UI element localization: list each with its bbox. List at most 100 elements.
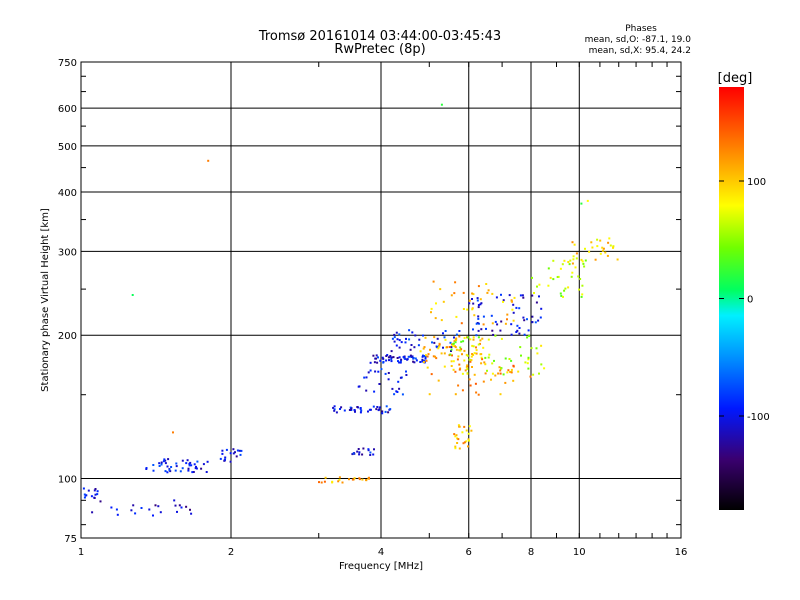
- echo-point: [414, 334, 417, 337]
- echo-point: [422, 354, 424, 357]
- echo-point: [466, 368, 469, 370]
- echo-point: [409, 355, 412, 358]
- phases-x-stats: mean, sd,X: 95.4, 24.2: [589, 46, 691, 56]
- echo-point: [590, 241, 593, 244]
- echo-point: [500, 337, 503, 340]
- y-tick-label: 200: [58, 331, 77, 342]
- echo-point: [581, 284, 584, 287]
- echo-point: [455, 348, 458, 351]
- echo-point: [235, 455, 238, 458]
- echo-point: [432, 280, 435, 283]
- echo-point: [449, 341, 452, 344]
- echo-point: [403, 357, 406, 360]
- echo-point: [477, 306, 480, 309]
- echo-point: [181, 467, 184, 470]
- echo-point: [131, 294, 134, 296]
- colorbar-tick-label: 100: [747, 177, 766, 188]
- echo-point: [207, 159, 210, 162]
- echo-point: [195, 467, 198, 470]
- echo-point: [415, 359, 418, 362]
- echo-point: [524, 361, 527, 364]
- echo-point: [378, 406, 381, 409]
- echo-point: [361, 453, 364, 456]
- echo-point: [452, 368, 455, 371]
- echo-point: [442, 332, 444, 335]
- echo-point: [338, 476, 341, 479]
- echo-point: [382, 360, 385, 363]
- echo-point: [388, 359, 390, 362]
- echo-point: [533, 292, 535, 294]
- echo-point: [607, 241, 610, 244]
- echo-point: [531, 294, 534, 297]
- echo-point: [397, 360, 399, 363]
- echo-point: [396, 391, 399, 393]
- echo-point: [335, 411, 338, 414]
- echo-point: [356, 450, 359, 453]
- echo-point: [483, 361, 486, 364]
- echo-point: [82, 487, 85, 490]
- echo-point: [460, 348, 463, 351]
- echo-point: [563, 259, 566, 262]
- echo-point: [442, 346, 444, 349]
- echo-point: [423, 359, 426, 362]
- echo-point: [438, 345, 441, 348]
- echo-point: [512, 303, 515, 306]
- echo-point: [540, 363, 543, 366]
- echo-point: [463, 359, 466, 362]
- echo-point: [448, 346, 451, 348]
- echo-point: [422, 347, 425, 350]
- echo-point: [523, 333, 526, 336]
- echo-point: [579, 278, 582, 280]
- echo-point: [459, 349, 462, 352]
- echo-point: [159, 511, 162, 514]
- y-tick-label: 750: [58, 58, 77, 69]
- echo-point: [85, 494, 88, 497]
- echo-point: [491, 329, 494, 332]
- echo-point: [465, 440, 468, 443]
- echo-point: [443, 352, 446, 355]
- echo-point: [467, 438, 470, 441]
- echo-point: [453, 340, 456, 343]
- echo-point: [181, 459, 184, 462]
- echo-point: [526, 362, 529, 365]
- x-tick-label: 4: [378, 547, 384, 558]
- echo-point: [476, 297, 479, 300]
- echo-point: [508, 294, 511, 297]
- echo-point: [526, 336, 529, 339]
- y-tick-label: 100: [58, 475, 77, 486]
- echo-point: [466, 336, 469, 339]
- echo-point: [479, 339, 482, 342]
- echo-point: [158, 465, 161, 467]
- echo-point: [337, 480, 340, 483]
- echo-point: [359, 411, 362, 414]
- echo-point: [452, 360, 455, 363]
- echo-point: [411, 331, 414, 334]
- echo-point: [507, 369, 510, 372]
- echo-point: [583, 265, 586, 268]
- echo-point: [480, 328, 483, 331]
- echo-point: [96, 493, 99, 496]
- echo-point: [567, 286, 570, 289]
- echo-point: [333, 408, 336, 411]
- echo-point: [568, 263, 571, 266]
- echo-point: [564, 287, 567, 290]
- echo-point: [94, 488, 97, 490]
- echo-point: [412, 360, 415, 363]
- echo-point: [470, 429, 473, 432]
- echo-point: [539, 316, 542, 319]
- echo-point: [187, 467, 190, 470]
- echo-point: [172, 431, 174, 434]
- echo-point: [225, 448, 228, 451]
- x-axis-ticks: 1 2 4 6 8 10 16: [78, 62, 687, 558]
- echo-point: [510, 299, 513, 302]
- echo-point: [482, 346, 485, 349]
- echo-point: [163, 458, 166, 461]
- echo-point: [405, 374, 408, 376]
- echo-point: [480, 302, 483, 305]
- echo-point: [338, 478, 341, 481]
- echo-point: [396, 357, 399, 359]
- echo-point: [468, 302, 471, 305]
- echo-point: [492, 333, 495, 336]
- echo-point: [572, 258, 575, 261]
- echo-point: [232, 452, 235, 455]
